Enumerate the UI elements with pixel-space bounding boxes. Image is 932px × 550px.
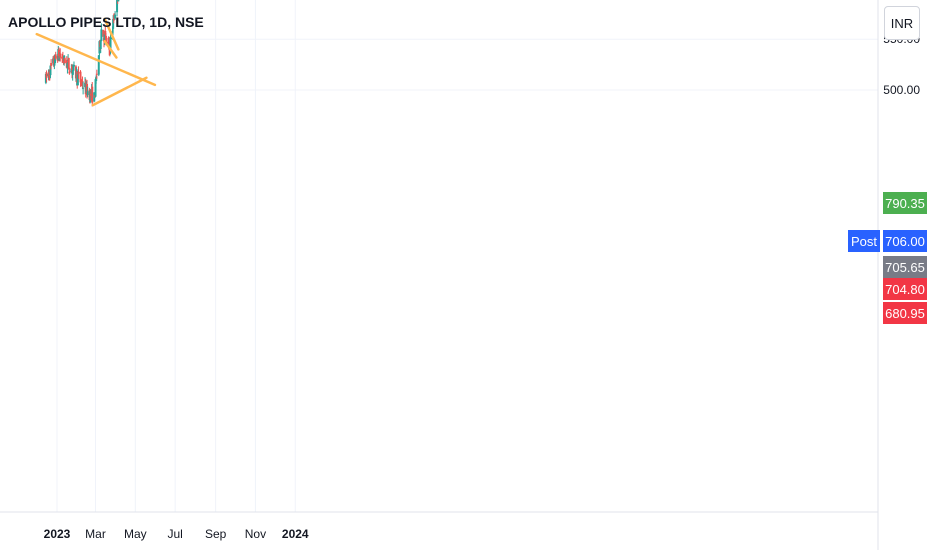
candle-body [98,41,101,54]
stop-price-label: 680.95 [883,302,927,324]
candle-body [95,76,98,82]
candle-body [109,37,112,50]
candle-body [82,87,85,89]
last-close-label: 705.65 [883,256,927,278]
trendline-group [35,17,157,107]
candle-body [86,91,89,95]
candle-body [54,54,57,64]
candle-body [99,41,102,49]
chart-grid [0,0,878,512]
chart-title: APOLLO PIPES LTD, 1D, NSE [8,14,204,30]
trendline[interactable] [91,76,148,107]
x-tick-label: Mar [85,527,106,541]
candle-body [72,64,75,69]
candle-body [100,29,103,42]
candle-body [45,72,48,78]
candle-body [77,72,80,74]
candle-body [102,29,105,37]
target-price-label: 790.35 [883,192,927,214]
candle-body [104,35,107,43]
candle-body [79,71,82,83]
candle-body [54,54,57,59]
time-axis: 2023 Mar May Jul Sep Nov 2024 [0,511,878,541]
candle-body [63,55,66,61]
candle-body [57,49,60,59]
candle-body [86,83,89,96]
x-tick-label: Sep [205,527,227,541]
trendline[interactable] [35,32,157,87]
post-price-label[interactable]: 706.00 [883,230,927,252]
currency-selector[interactable]: INR [884,6,920,40]
candle-body [112,19,115,29]
candle-body [117,0,120,2]
candle-body [44,73,47,83]
candle-body [59,53,62,58]
candle-body [68,71,71,74]
candle-body [66,63,69,68]
trendline[interactable] [103,17,120,51]
x-tick-label: Jul [167,527,182,541]
candle-body [58,55,61,60]
candle-body [81,80,84,87]
x-tick-label: 2024 [282,527,309,541]
candle-body [116,0,119,13]
y-tick-label: 500.00 [883,83,920,97]
candle-body [48,71,51,77]
candle-body [61,56,64,62]
candle-body [71,66,74,73]
candle-body [48,75,51,78]
candle-body [108,50,111,52]
candle-body [103,33,106,40]
candle-body [107,41,110,43]
candle-body [50,62,53,66]
x-tick-label: 2023 [44,527,71,541]
candle-body [63,58,66,64]
candle-body [52,56,55,66]
candle-body [62,60,65,63]
candle-body [112,18,115,20]
x-tick-label: Nov [245,527,266,541]
candle-body [104,30,107,35]
entry-price-label: 704.80 [883,278,927,300]
candle-body [76,74,79,86]
candle-body [95,73,98,75]
post-button[interactable]: Post [848,230,880,252]
candle-body [49,65,52,76]
candle-body [91,86,94,103]
trendline[interactable] [103,40,118,59]
candle-body [67,57,70,69]
candle-body [97,55,100,75]
candle-body [71,69,74,76]
candle-body [94,79,97,97]
candle-body [53,64,56,66]
x-tick-label: May [124,527,147,541]
candle-body [72,64,75,67]
candle-body [89,90,92,102]
candle-body [114,14,117,19]
